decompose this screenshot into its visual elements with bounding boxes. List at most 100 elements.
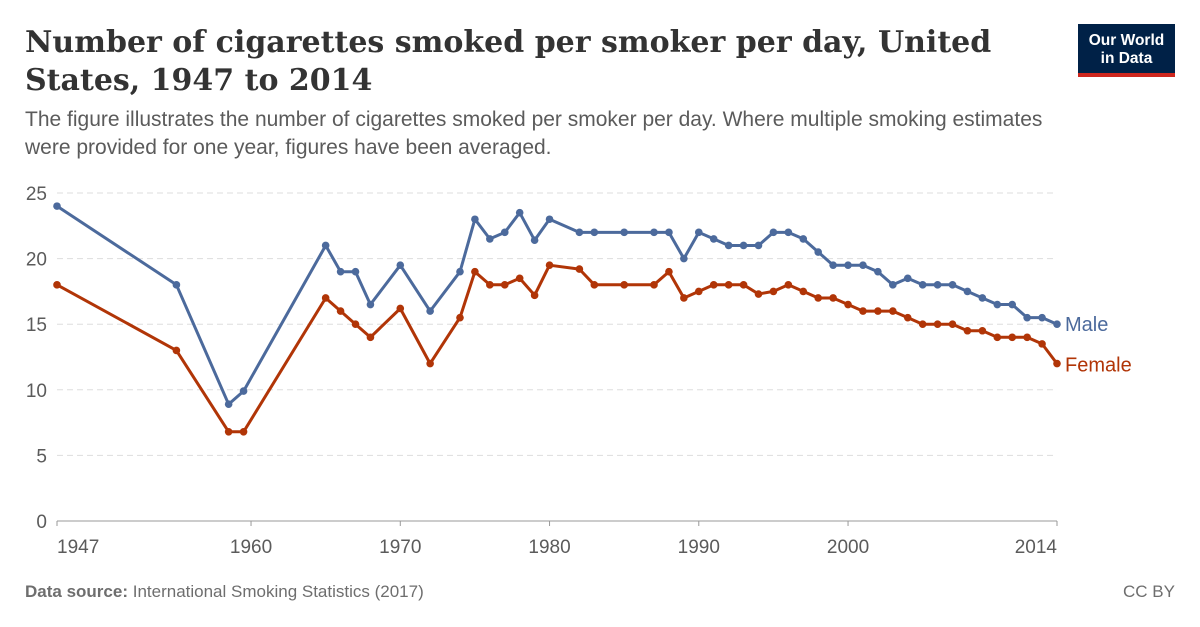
series-line-male [55, 204, 1059, 406]
data-point-male-1999 [829, 261, 837, 269]
x-tick-label-1980: 1980 [528, 537, 570, 558]
data-point-male-1980 [545, 215, 554, 224]
data-point-male-1958.5 [224, 400, 233, 409]
data-point-male-2003 [889, 281, 897, 289]
data-point-female-2010 [993, 333, 1002, 342]
data-point-male-2013 [1038, 313, 1046, 322]
data-source-label: Data source: [25, 582, 128, 601]
data-point-female-1991 [709, 281, 718, 289]
data-point-male-1965 [321, 241, 330, 250]
x-tick-label-2000: 2000 [827, 537, 869, 558]
data-point-female-1959.5 [239, 427, 248, 436]
data-point-female-1947 [53, 281, 61, 289]
data-point-male-2007 [948, 281, 957, 289]
data-point-female-1983 [590, 281, 599, 289]
data-point-male-2010 [993, 300, 1002, 309]
data-point-male-1970 [396, 261, 405, 269]
data-point-female-1967 [351, 320, 360, 329]
series-line-female [55, 263, 1059, 434]
data-point-male-1975 [471, 215, 479, 224]
data-point-male-1966 [336, 267, 345, 276]
chart-subtitle: The figure illustrates the number of cig… [25, 108, 1043, 159]
data-point-male-1987 [650, 228, 658, 237]
data-point-female-2009 [978, 326, 987, 335]
data-point-male-2014 [1053, 320, 1061, 329]
data-point-female-1982 [575, 265, 584, 273]
data-point-male-1976 [486, 235, 494, 243]
data-point-male-1955 [172, 281, 181, 289]
data-point-male-1998 [814, 248, 822, 256]
owid-logo[interactable]: Our World in Data [1078, 24, 1175, 77]
data-point-male-1989 [680, 254, 688, 263]
data-point-male-2001 [859, 261, 867, 269]
data-point-male-2009 [978, 294, 987, 302]
data-point-male-1982 [575, 228, 584, 237]
data-point-female-1978 [515, 274, 524, 283]
y-tick-label-20: 20 [26, 250, 47, 271]
y-tick-label-5: 5 [36, 446, 47, 467]
data-point-male-1985 [620, 228, 628, 237]
data-point-female-2014 [1053, 359, 1061, 368]
data-point-female-1993 [739, 281, 748, 289]
data-point-female-1976 [486, 281, 494, 289]
data-point-male-1990 [694, 228, 703, 237]
data-point-female-2000 [844, 300, 852, 309]
data-point-female-2006 [933, 320, 942, 329]
data-point-male-1995 [769, 228, 778, 237]
data-point-female-2012 [1023, 333, 1031, 342]
data-point-female-1955 [172, 346, 181, 355]
data-point-female-2002 [874, 307, 882, 315]
data-point-male-1959.5 [239, 387, 248, 395]
license-label[interactable]: CC BY [1123, 582, 1175, 601]
data-point-female-1970 [396, 304, 405, 313]
data-point-female-1958.5 [224, 427, 233, 436]
data-point-female-1972 [426, 359, 434, 368]
data-source: Data source: International Smoking Stati… [25, 582, 424, 602]
y-tick-label-15: 15 [26, 315, 47, 336]
data-point-female-1968 [366, 333, 375, 342]
data-point-female-2008 [963, 326, 972, 335]
data-point-male-1992 [724, 241, 733, 250]
data-point-male-1977 [500, 228, 509, 237]
data-point-male-1988 [665, 228, 673, 237]
data-point-female-1992 [724, 281, 733, 289]
data-point-male-1996 [784, 228, 793, 237]
data-point-female-1997 [799, 287, 808, 296]
data-point-male-1947 [53, 202, 61, 210]
x-tick-label-1970: 1970 [379, 537, 421, 558]
y-tick-label-25: 25 [26, 184, 47, 205]
data-point-male-2012 [1023, 313, 1031, 322]
data-point-female-1985 [620, 281, 628, 289]
data-point-male-2004 [903, 274, 912, 283]
data-point-female-1996 [784, 281, 793, 289]
x-tick-label-1947: 1947 [57, 537, 99, 558]
y-tick-label-0: 0 [36, 512, 47, 533]
data-point-female-2011 [1008, 333, 1017, 342]
data-point-male-1968 [366, 300, 375, 309]
data-point-female-1988 [665, 267, 673, 276]
data-point-female-1974 [456, 313, 464, 322]
data-point-male-1991 [709, 235, 718, 243]
data-point-female-1980 [545, 261, 554, 269]
data-point-female-1977 [500, 281, 509, 289]
data-point-female-2004 [903, 313, 912, 322]
data-point-male-2005 [918, 281, 927, 289]
data-point-male-2008 [963, 287, 972, 296]
data-source-text[interactable]: International Smoking Statistics (2017) [132, 582, 424, 601]
x-tick-label-2014: 2014 [1015, 537, 1058, 558]
data-point-male-1967 [351, 267, 360, 276]
data-point-female-2013 [1038, 340, 1046, 348]
data-point-female-2003 [889, 307, 897, 315]
data-point-female-1990 [694, 287, 703, 296]
data-point-female-1989 [680, 294, 688, 302]
data-point-female-1999 [829, 294, 837, 302]
data-point-male-1979 [530, 236, 539, 245]
data-point-male-2006 [933, 281, 942, 289]
data-point-female-2001 [859, 307, 867, 315]
data-point-male-2011 [1008, 300, 1017, 309]
data-point-female-2005 [918, 320, 927, 329]
data-point-male-1997 [799, 235, 808, 243]
data-point-male-1972 [426, 307, 434, 315]
logo-line-1: Our World [1088, 32, 1165, 49]
